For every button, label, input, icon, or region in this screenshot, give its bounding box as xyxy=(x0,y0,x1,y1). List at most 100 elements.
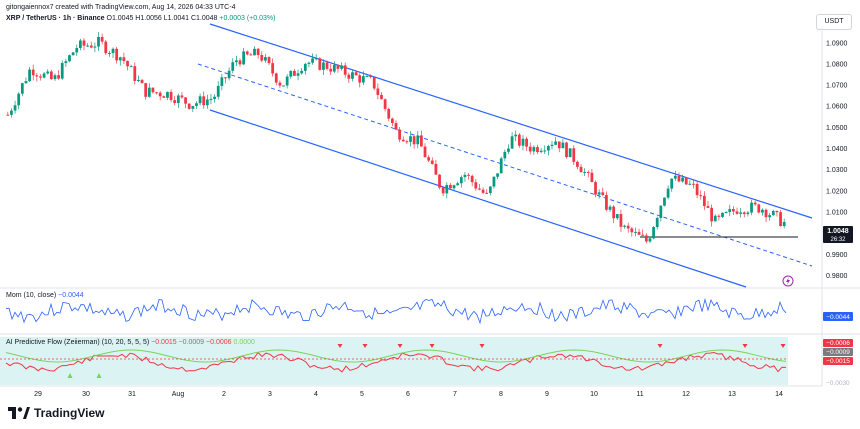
candle-body xyxy=(68,55,71,62)
buy-marker xyxy=(96,373,102,378)
candles-group xyxy=(6,32,786,244)
candle-body xyxy=(260,55,264,61)
candle-body xyxy=(481,189,485,193)
candle-body xyxy=(129,66,133,68)
candle-body xyxy=(376,88,380,95)
candle-body xyxy=(144,83,148,97)
candle-body xyxy=(191,105,195,109)
candle-body xyxy=(427,157,431,161)
candle-body xyxy=(39,76,42,78)
candle-body xyxy=(412,136,416,145)
y-tick-label: 0.9900 xyxy=(826,252,848,259)
candle-body xyxy=(340,65,343,69)
candle-body xyxy=(463,174,467,178)
y-tick-label: 1.0800 xyxy=(826,61,848,68)
symbol-line: XRP / TetherUS · 1h · Binance O1.0045 H1… xyxy=(6,15,275,22)
symbol-name[interactable]: XRP / TetherUS · 1h · Binance xyxy=(6,15,105,22)
ai-flow-line xyxy=(5,351,787,373)
candle-body xyxy=(293,70,296,76)
candle-body xyxy=(100,36,104,42)
candle-body xyxy=(347,74,351,79)
candle-body xyxy=(409,136,412,142)
candle-body xyxy=(398,129,402,140)
candle-body xyxy=(184,97,187,104)
ai-value-2: −0.0009 xyxy=(178,339,205,346)
candle-body xyxy=(10,110,13,115)
candle-body xyxy=(561,142,565,149)
candle-body xyxy=(289,70,293,77)
candle-body xyxy=(20,83,24,94)
candle-body xyxy=(492,176,496,187)
candle-body xyxy=(253,48,256,56)
candle-body xyxy=(434,163,438,175)
candle-body xyxy=(169,91,173,101)
time-axis: 29 30 31 Aug 2 3 4 5 6 7 8 9 10 11 12 13 14 xyxy=(34,391,783,398)
candle-body xyxy=(746,212,750,215)
candle-body xyxy=(666,188,670,198)
sell-marker xyxy=(780,344,786,348)
candle-body xyxy=(274,73,278,83)
candle-body xyxy=(336,64,340,69)
x-tick-label: 8 xyxy=(499,391,503,398)
candle-body xyxy=(499,158,503,174)
candle-body xyxy=(659,205,663,218)
mom-label: Mom (10, close) −0.0044 xyxy=(6,292,84,299)
candle-body xyxy=(111,48,115,54)
candle-body xyxy=(394,123,398,130)
mom-value-badge xyxy=(823,312,853,321)
candle-body xyxy=(732,209,735,212)
y-tick-label: 1.0200 xyxy=(826,188,848,195)
candle-body xyxy=(782,221,786,227)
tradingview-logo-icon xyxy=(8,407,30,419)
x-tick-label: 3 xyxy=(268,391,272,398)
chart-canvas[interactable]: 1.0900 1.0800 1.0700 1.0600 1.0500 1.0400 1.03… xyxy=(0,0,860,400)
candle-body xyxy=(133,66,137,81)
candle-body xyxy=(761,209,764,213)
candle-body xyxy=(311,58,314,63)
candle-body xyxy=(35,75,39,77)
candle-body xyxy=(579,166,583,173)
y-tick-label: 1.0400 xyxy=(826,146,848,153)
x-tick-label: 13 xyxy=(728,391,736,398)
candle-body xyxy=(423,146,427,158)
candle-body xyxy=(42,73,46,78)
candle-body xyxy=(224,77,227,79)
candle-body xyxy=(401,139,405,142)
candle-body xyxy=(692,183,695,185)
candle-body xyxy=(115,48,119,61)
tradingview-logo[interactable]: TradingView xyxy=(8,406,104,420)
sell-marker xyxy=(429,344,435,348)
candle-body xyxy=(303,63,307,71)
last-price-badge xyxy=(823,226,853,243)
candle-body xyxy=(507,148,510,152)
candle-body xyxy=(619,214,623,227)
currency-button[interactable]: USDT xyxy=(816,14,852,30)
candle-body xyxy=(53,75,57,80)
candle-body xyxy=(285,76,289,86)
sell-marker xyxy=(337,344,343,348)
candle-body xyxy=(97,36,100,47)
candle-body xyxy=(231,62,235,71)
candle-body xyxy=(82,40,86,46)
candle-body xyxy=(768,215,772,218)
candle-body xyxy=(278,82,282,86)
candle-body xyxy=(630,228,634,233)
candle-body xyxy=(536,147,539,153)
candle-body xyxy=(779,212,782,227)
candle-body xyxy=(449,184,452,189)
candle-body xyxy=(677,175,681,182)
candle-body xyxy=(724,211,728,213)
ai-badge-1-text: −0.0006 xyxy=(826,340,850,347)
x-tick-label: 6 xyxy=(406,391,410,398)
candle-body xyxy=(176,95,180,104)
candle-body xyxy=(75,48,79,53)
candle-body xyxy=(728,209,732,212)
candle-body xyxy=(710,207,714,222)
lightning-icon[interactable] xyxy=(782,275,794,287)
candle-body xyxy=(216,85,220,97)
candle-body xyxy=(296,73,300,76)
candle-body xyxy=(514,134,518,137)
candle-body xyxy=(173,100,177,104)
candle-body xyxy=(108,53,111,55)
x-tick-label: 7 xyxy=(453,391,457,398)
